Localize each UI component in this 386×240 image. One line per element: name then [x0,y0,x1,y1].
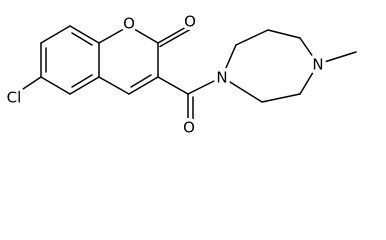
bond [98,76,130,95]
bond [128,25,159,44]
atom-label: O [183,119,195,137]
bond [69,76,100,95]
bond [40,25,71,44]
atom-label: Cl [7,89,22,107]
bond [235,29,269,46]
atom-label: N [312,56,323,74]
bond [40,76,71,95]
page: {"atom_labels": {"chlorine": "Cl", "ring… [3,9,357,140]
double-bond [130,74,152,88]
atom-label: N [216,69,227,87]
double-bond [71,32,93,46]
bond [299,63,319,95]
bonds [13,25,357,129]
bond [299,37,319,65]
bond [13,76,42,96]
bond [317,51,357,65]
molecule-diagram: Cl O O O N N [3,9,357,140]
bond [187,76,223,95]
bond [98,25,130,44]
bond [69,25,100,44]
bond [261,93,301,103]
double-bond [159,28,191,48]
bond [221,76,263,103]
double-bond [71,74,93,88]
atom-label: O [184,13,196,31]
atom-labels: Cl O O O N N [3,9,327,140]
bond [267,29,301,39]
bond [221,44,237,78]
bond [128,76,159,95]
bond [157,76,189,95]
atom-label: O [123,15,135,33]
bond [157,25,189,44]
